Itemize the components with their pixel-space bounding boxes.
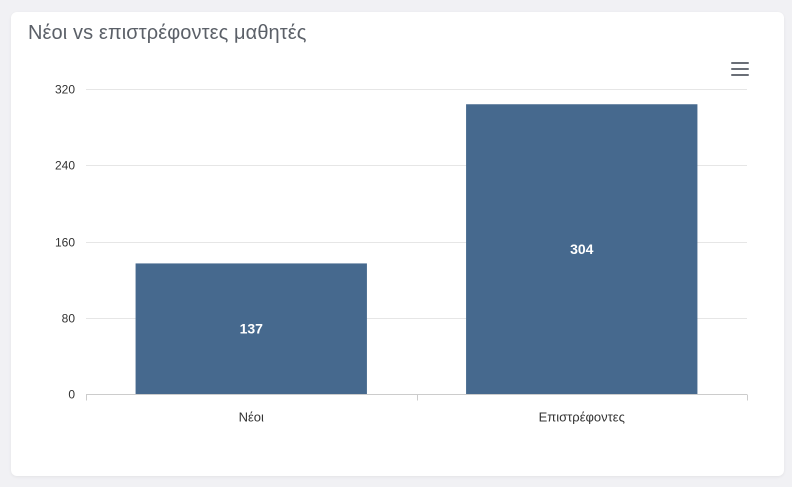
y-tick-label: 0 xyxy=(68,388,75,402)
y-tick-label: 80 xyxy=(62,312,76,326)
y-tick-label: 320 xyxy=(55,83,75,97)
x-category-label: Νέοι xyxy=(239,410,264,425)
hamburger-menu-icon[interactable] xyxy=(731,62,749,76)
bar-chart: 0 80 160 240 320 137 Νέοι 304 Επιστρέφοντες xyxy=(55,83,748,425)
chart-card: Νέοι vs επιστρέφοντες μαθητές 0 80 160 240 3… xyxy=(11,12,784,476)
bar-2 xyxy=(466,104,698,394)
data-label: 304 xyxy=(570,241,594,257)
data-label: 137 xyxy=(240,321,264,337)
x-category-label: Επιστρέφοντες xyxy=(539,410,625,425)
y-tick-label: 240 xyxy=(55,159,75,173)
bar-1 xyxy=(135,263,367,394)
chart-title: Νέοι vs επιστρέφοντες μαθητές xyxy=(28,22,307,44)
y-tick-label: 160 xyxy=(55,236,75,250)
